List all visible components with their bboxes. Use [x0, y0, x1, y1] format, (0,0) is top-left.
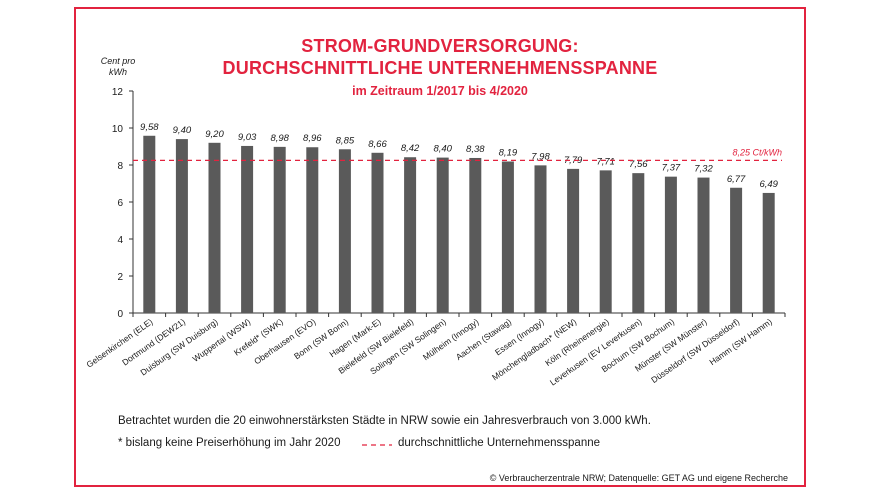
- chart-title-line1: STROM-GRUNDVERSORGUNG:: [301, 36, 579, 56]
- bar: [404, 157, 417, 313]
- y-tick-label: 8: [117, 161, 123, 172]
- bar: [143, 135, 156, 313]
- bar-value-label: 7,71: [596, 156, 615, 167]
- bar: [208, 142, 221, 313]
- bar-value-label: 8,38: [466, 144, 485, 155]
- bar: [469, 157, 482, 313]
- bar-value-label: 7,56: [629, 159, 648, 170]
- bar-value-label: 6,77: [727, 174, 746, 185]
- y-tick-label: 10: [112, 124, 124, 135]
- note-methodology: Betrachtet wurden die 20 einwohnerstärks…: [118, 415, 651, 427]
- bar: [697, 177, 710, 313]
- bar-value-label: 8,98: [270, 133, 289, 144]
- bar: [371, 152, 384, 313]
- x-category-label: Mülheim (Innogy): [421, 316, 481, 362]
- bar: [501, 161, 514, 313]
- bar-value-label: 9,03: [238, 132, 257, 143]
- chart-subtitle: im Zeitraum 1/2017 bis 4/2020: [352, 84, 528, 98]
- bar: [241, 145, 254, 313]
- bar-value-label: 7,79: [564, 155, 583, 166]
- bar-value-label: 8,40: [433, 144, 452, 155]
- chart-title-line2: DURCHSCHNITTLICHE UNTERNEHMENSSPANNE: [222, 58, 658, 78]
- bar-value-label: 8,66: [368, 139, 387, 150]
- y-axis-label-line1: Cent pro: [101, 56, 136, 66]
- bar-value-label: 7,32: [694, 164, 713, 175]
- bar-value-label: 9,58: [140, 122, 159, 133]
- bar: [762, 192, 775, 313]
- bar: [273, 146, 286, 313]
- bar-value-label: 8,19: [499, 147, 518, 158]
- legend-average-label: durchschnittliche Unternehmensspanne: [398, 437, 601, 449]
- average-line-label: 8,25 Ct/kWh: [732, 147, 782, 157]
- y-tick-label: 4: [117, 235, 123, 246]
- y-tick-label: 2: [117, 272, 123, 283]
- bar-value-label: 9,20: [205, 129, 224, 140]
- bar: [664, 176, 677, 313]
- note-footnote: * bislang keine Preiserhöhung im Jahr 20…: [118, 437, 341, 449]
- y-tick-label: 0: [117, 309, 123, 320]
- bar: [567, 168, 580, 313]
- y-tick-label: 12: [112, 87, 124, 98]
- bar-value-label: 8,85: [336, 135, 355, 146]
- bar-value-label: 9,40: [173, 125, 192, 136]
- bar-value-label: 8,96: [303, 133, 322, 144]
- bar: [534, 165, 547, 313]
- bar: [599, 170, 612, 313]
- bar: [175, 139, 188, 313]
- y-tick-label: 6: [117, 198, 123, 209]
- bar: [632, 173, 645, 313]
- bar-value-label: 7,98: [531, 151, 550, 162]
- legend-dash-marker: [362, 444, 392, 446]
- source-credit: © Verbraucherzentrale NRW; Datenquelle: …: [489, 473, 788, 483]
- x-category-label: Aachen (Stawag): [454, 316, 513, 362]
- bar: [436, 157, 449, 313]
- bar-value-label: 7,37: [662, 163, 681, 174]
- bar-value-label: 6,49: [759, 179, 778, 190]
- bar: [306, 147, 319, 313]
- y-axis-label-line2: kWh: [109, 67, 127, 77]
- bar-value-label: 8,42: [401, 143, 420, 154]
- bar: [338, 149, 351, 313]
- x-category-label: Wuppertal (WSW): [191, 316, 253, 363]
- bar: [730, 187, 743, 313]
